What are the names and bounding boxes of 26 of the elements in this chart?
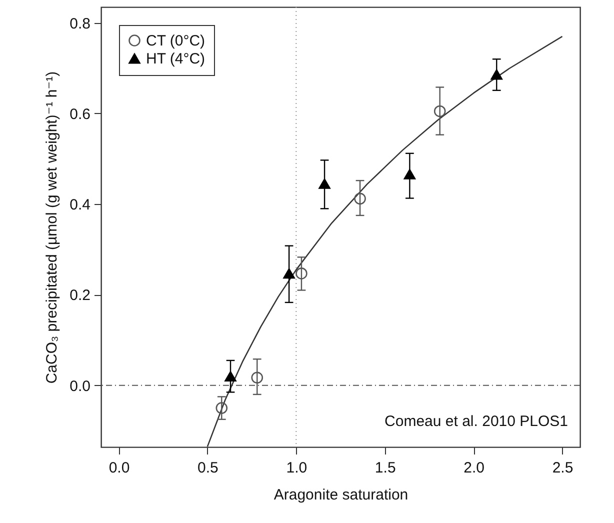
point bbox=[296, 268, 308, 280]
x-tick-label: 2.5 bbox=[552, 460, 574, 476]
annotation: Comeau et al. 2010 PLOS1 bbox=[384, 413, 568, 430]
y-tick-label: 0.8 bbox=[70, 15, 90, 32]
point bbox=[490, 69, 503, 80]
y-tick-label: 0.0 bbox=[70, 378, 90, 395]
point bbox=[251, 372, 264, 384]
y-axis-title: CaCO₃ precipitated (µmol (g wet weight)⁻¹ h⁻¹) bbox=[44, 71, 61, 384]
y-tick-label: 0.6 bbox=[70, 106, 90, 123]
y-tick-label: 0.2 bbox=[70, 287, 90, 304]
y-tick-label: 0.4 bbox=[70, 196, 90, 214]
x-tick-label: 0.0 bbox=[108, 460, 130, 476]
point bbox=[434, 105, 446, 118]
x-tick-label: 2.0 bbox=[464, 460, 484, 476]
x-tick-label: 0.5 bbox=[198, 460, 218, 476]
legend-label: HT (4°C) bbox=[146, 50, 206, 68]
point bbox=[283, 268, 295, 279]
point bbox=[216, 402, 228, 414]
x-tick-label: 1.0 bbox=[286, 460, 308, 476]
point bbox=[404, 169, 416, 180]
point bbox=[354, 192, 366, 205]
x-tick-label: 1.5 bbox=[374, 460, 396, 476]
point bbox=[224, 371, 236, 382]
legend-label: CT (0°C) bbox=[146, 32, 206, 50]
point bbox=[318, 178, 330, 189]
x-axis-title: Aragonite saturation bbox=[274, 486, 408, 504]
